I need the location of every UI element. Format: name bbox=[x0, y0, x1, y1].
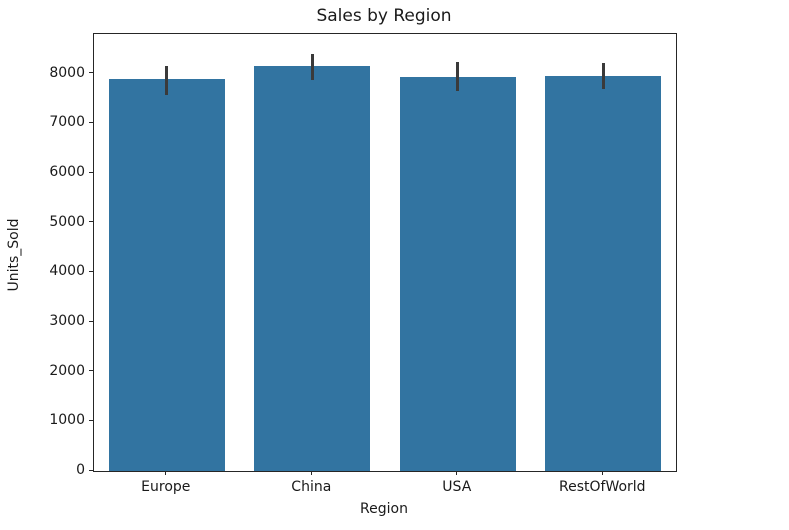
error-bar-usa bbox=[456, 62, 460, 91]
bar-usa bbox=[399, 77, 516, 471]
y-tick-mark bbox=[89, 320, 93, 322]
y-tick-label: 3000 bbox=[49, 313, 85, 329]
error-bar-china bbox=[310, 53, 314, 80]
y-tick-label: 6000 bbox=[49, 164, 85, 180]
y-tick-label: 5000 bbox=[49, 213, 85, 230]
y-tick-mark bbox=[89, 221, 93, 223]
x-tick-mark bbox=[310, 471, 312, 475]
x-tick-mark bbox=[456, 471, 458, 475]
y-tick-mark bbox=[89, 419, 93, 421]
y-tick-mark bbox=[89, 121, 93, 123]
x-tick-mark bbox=[165, 471, 167, 475]
y-tick-label: 4000 bbox=[49, 263, 85, 280]
y-tick-label: 8000 bbox=[49, 64, 85, 81]
x-tick-label-china: China bbox=[291, 479, 332, 495]
x-axis-label: Region bbox=[360, 501, 408, 517]
x-tick-label-europe: Europe bbox=[141, 479, 191, 495]
y-tick-label: 1000 bbox=[49, 412, 85, 429]
bar-china bbox=[254, 66, 371, 471]
y-tick-mark bbox=[89, 370, 93, 372]
y-axis-label: Units_Sold bbox=[6, 218, 22, 292]
bar-europe bbox=[108, 78, 225, 471]
x-tick-label-usa: USA bbox=[442, 479, 472, 495]
y-tick-mark bbox=[89, 270, 93, 272]
plot-area bbox=[93, 33, 677, 472]
bar-restofworld bbox=[545, 76, 662, 471]
y-tick-mark bbox=[89, 72, 93, 74]
y-tick-label: 2000 bbox=[49, 362, 85, 379]
y-tick-label: 0 bbox=[76, 462, 85, 478]
y-tick-mark bbox=[89, 469, 93, 471]
error-bar-restofworld bbox=[601, 62, 605, 89]
error-bar-europe bbox=[165, 66, 169, 95]
y-tick-mark bbox=[89, 171, 93, 173]
x-tick-mark bbox=[601, 471, 603, 475]
y-tick-label: 7000 bbox=[49, 114, 85, 131]
chart-title: Sales by Region bbox=[316, 6, 452, 26]
x-tick-label-restofworld: RestOfWorld bbox=[559, 479, 646, 495]
